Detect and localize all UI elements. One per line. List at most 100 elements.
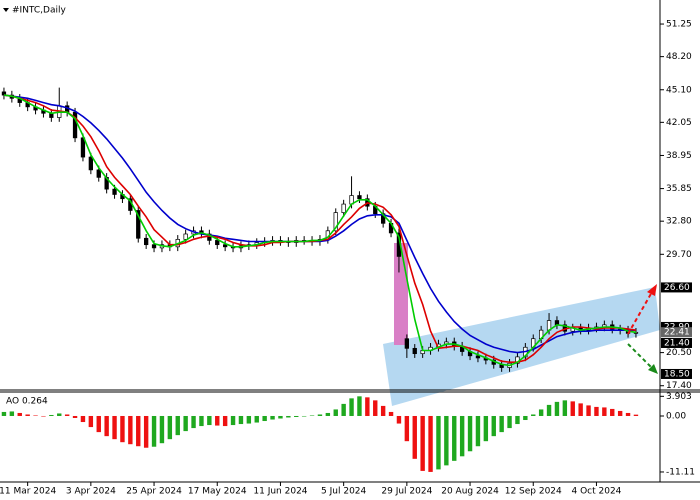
ao-bar (452, 415, 457, 461)
ao-bar (325, 412, 331, 416)
ao-bar (278, 415, 283, 419)
ao-bar (625, 412, 631, 416)
ao-bar (373, 400, 378, 416)
ao-bar (33, 415, 38, 416)
ao-bar (531, 414, 536, 416)
plot (1, 87, 639, 472)
ao-bar (199, 415, 204, 427)
chart-title: #INTC,Daily (12, 6, 66, 16)
ao-bar (88, 415, 94, 428)
up-arrow-head (647, 284, 657, 296)
ao-bar (475, 415, 481, 447)
ao-bar (183, 415, 188, 432)
ao-bar (459, 415, 465, 457)
ao-bar (444, 415, 449, 466)
ao-bar (41, 415, 46, 417)
ao-bar (633, 414, 639, 416)
indicator-title: AO 0.264 (6, 397, 48, 407)
ao-bar (128, 415, 133, 445)
candle-body (404, 338, 409, 349)
ao-bar (1, 411, 7, 416)
y-tick-label: 3.903 (666, 392, 692, 402)
candle-body (333, 212, 338, 232)
ao-bar (246, 415, 252, 424)
gap-highlight (394, 243, 408, 345)
ao-bar (230, 415, 236, 426)
candle-body (1, 91, 7, 96)
x-tick-label: 11 Mar 2024 (0, 487, 56, 497)
level-label-box (661, 337, 692, 348)
ao-bar (578, 403, 583, 416)
title-marker (3, 8, 9, 12)
candle-body (207, 233, 212, 241)
candle-body (475, 355, 481, 359)
candle-body (183, 233, 188, 240)
ao-bar (594, 406, 599, 416)
ao-bar (412, 415, 417, 459)
y-tick-label: 17.40 (666, 381, 692, 391)
x-tick-label: 3 Apr 2024 (66, 487, 116, 497)
candle-body (88, 156, 94, 171)
ao-bar (586, 405, 591, 416)
ao-bar (420, 415, 425, 471)
ao-bar (404, 415, 410, 442)
ao-bar (365, 397, 370, 416)
ao-bar (546, 404, 552, 416)
ao-bar (467, 415, 473, 452)
ao-bar (554, 401, 560, 416)
x-tick-label: 12 Sep 2024 (505, 487, 562, 497)
ao-bar (262, 415, 267, 422)
ao-bar (570, 401, 575, 416)
x-tick-label: 17 May 2024 (188, 487, 247, 497)
ao-bar (602, 407, 607, 416)
y-tick-label: -11.11 (666, 467, 695, 477)
ao-bar (294, 415, 299, 417)
x-tick-label: 20 Aug 2024 (441, 487, 499, 497)
ao-bar (215, 415, 220, 426)
ao-bar (9, 411, 15, 416)
ao-bar (143, 415, 149, 448)
ao-bar (80, 415, 86, 423)
ao-bar (207, 415, 212, 426)
ao-bar (483, 415, 489, 442)
ao-bar (25, 414, 30, 416)
candle-body (80, 137, 86, 158)
x-tick-label: 5 Jul 2024 (321, 487, 366, 497)
ao-bar (136, 415, 141, 447)
ao-bar (396, 415, 402, 424)
level-label: 21.40 (664, 338, 690, 348)
ao-bar (222, 415, 228, 427)
y-tick-label: 35.85 (666, 184, 692, 194)
y-tick-label: 32.80 (666, 217, 692, 227)
x-tick-label: 29 Jul 2024 (381, 487, 432, 497)
trend-channel (383, 287, 660, 406)
y-tick-label: 29.70 (666, 250, 692, 260)
down-arrow-head (648, 364, 658, 374)
up-arrow (627, 291, 653, 335)
ao-bar (96, 415, 101, 433)
candle-body (144, 237, 149, 246)
ao-bar (341, 403, 346, 416)
ao-bar (64, 414, 70, 416)
ao-bar (380, 405, 386, 416)
y-tick-label: 48.20 (666, 52, 692, 62)
ao-bar (357, 396, 362, 416)
candle-body (112, 188, 117, 195)
y-tick-label: 42.05 (666, 118, 692, 128)
ao-bar (120, 415, 125, 443)
y-tick-label: 38.95 (666, 151, 692, 161)
ao-bar (388, 411, 394, 416)
candle-body (151, 244, 157, 249)
candle-body (96, 169, 101, 178)
ao-bar (562, 400, 568, 416)
ao-bar (309, 415, 315, 416)
ao-bar (436, 415, 441, 470)
level-label: 18.50 (664, 369, 690, 379)
candle-body (357, 195, 362, 200)
ao-bar (523, 415, 528, 421)
ao-bar (507, 415, 512, 429)
candle-body (136, 210, 141, 239)
axes: 51.25 48.20 45.10 42.05 38.95 35.85 32.80 29.70… (0, 20, 695, 497)
down-arrow (627, 343, 653, 369)
